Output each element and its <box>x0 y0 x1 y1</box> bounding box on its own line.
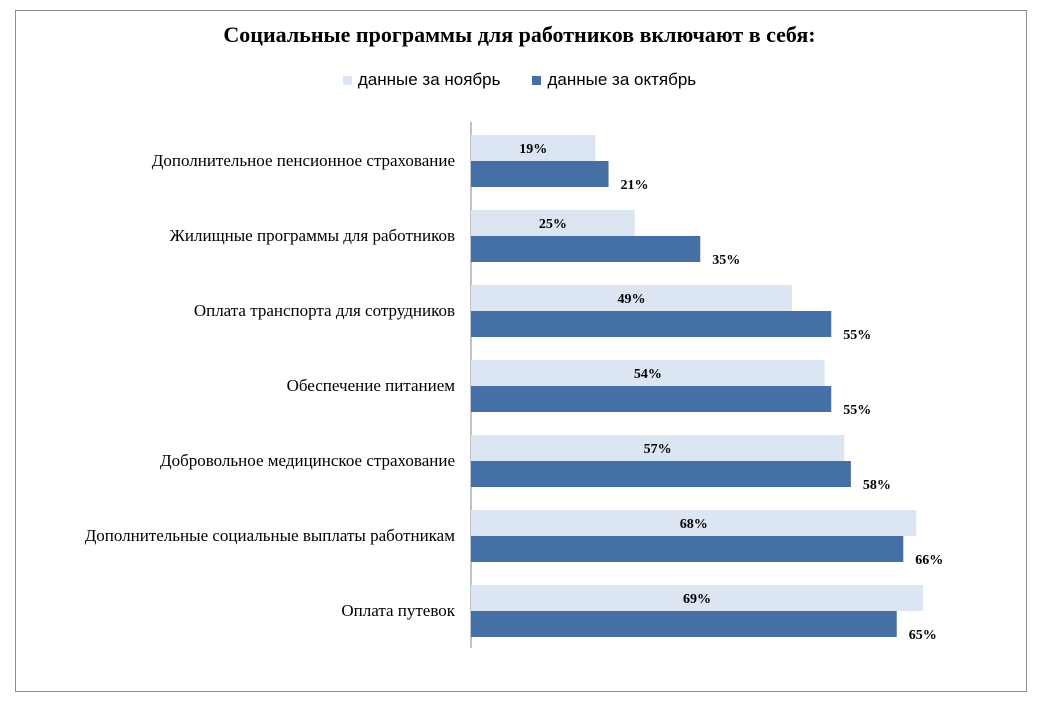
bar-november <box>471 360 825 386</box>
category-label: Дополнительные социальные выплаты работн… <box>85 526 456 545</box>
category-label: Добровольное медицинское страхование <box>160 451 455 470</box>
chart-frame <box>15 10 1027 692</box>
category-label: Оплата транспорта для сотрудников <box>194 301 455 320</box>
bar-october <box>471 461 851 487</box>
legend-item-october: данные за октябрь <box>532 70 696 90</box>
legend-label-november: данные за ноябрь <box>357 70 501 89</box>
bar-november <box>471 510 917 536</box>
bar-october <box>471 386 832 412</box>
data-label-october: 35% <box>712 253 740 268</box>
data-label-november: 19% <box>519 142 547 157</box>
bar-october <box>471 611 897 637</box>
legend-swatch-october <box>532 75 542 85</box>
category-label: Жилищные программы для работников <box>170 226 455 245</box>
data-label-october: 66% <box>915 553 943 568</box>
data-label-october: 21% <box>621 178 649 193</box>
category-label: Оплата путевок <box>341 601 455 620</box>
category-label: Дополнительное пенсионное страхование <box>152 151 455 170</box>
category-label: Обеспечение питанием <box>287 376 456 395</box>
bar-november <box>471 285 792 311</box>
bar-october <box>471 536 904 562</box>
bar-november <box>471 210 635 236</box>
legend-item-november: данные за ноябрь <box>342 70 501 90</box>
bar-october <box>471 236 701 262</box>
data-label-november: 69% <box>683 592 711 607</box>
data-label-november: 54% <box>634 367 662 382</box>
legend-label-october: данные за октябрь <box>547 70 697 89</box>
data-label-november: 25% <box>539 217 567 232</box>
data-label-october: 58% <box>863 478 891 493</box>
data-label-november: 68% <box>680 517 708 532</box>
data-label-october: 55% <box>843 403 871 418</box>
bar-october <box>471 311 832 337</box>
chart-legend: данные за ноябрь данные за октябрь <box>0 70 1039 90</box>
chart-title: Социальные программы для работников вклю… <box>223 22 816 47</box>
data-label-november: 57% <box>644 442 672 457</box>
bar-october <box>471 161 609 187</box>
data-label-november: 49% <box>617 292 645 307</box>
bar-november <box>471 585 923 611</box>
bar-november <box>471 135 596 161</box>
bar-november <box>471 435 845 461</box>
data-label-october: 55% <box>843 328 871 343</box>
legend-swatch-november <box>342 75 352 85</box>
data-label-october: 65% <box>909 628 937 643</box>
